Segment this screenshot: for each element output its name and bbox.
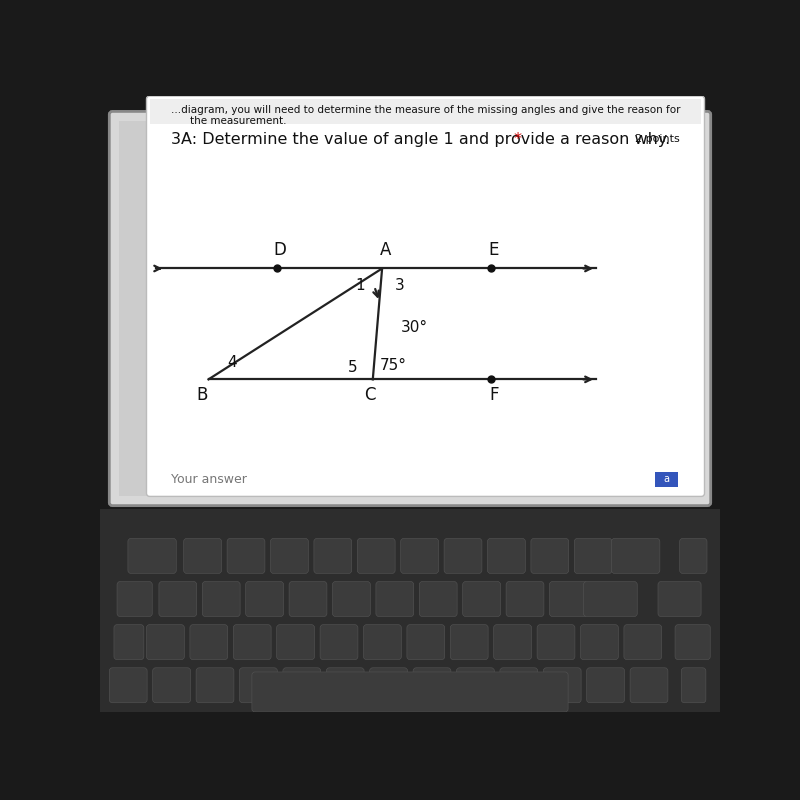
FancyBboxPatch shape (110, 668, 147, 702)
Bar (150, 99, 702, 124)
FancyBboxPatch shape (333, 582, 370, 617)
FancyBboxPatch shape (581, 625, 618, 660)
FancyBboxPatch shape (531, 538, 569, 574)
FancyBboxPatch shape (413, 668, 451, 702)
Text: ...diagram, you will need to determine the measure of the missing angles and giv: ...diagram, you will need to determine t… (170, 105, 680, 114)
FancyBboxPatch shape (506, 582, 544, 617)
FancyBboxPatch shape (202, 582, 240, 617)
FancyBboxPatch shape (376, 582, 414, 617)
FancyBboxPatch shape (234, 625, 271, 660)
FancyBboxPatch shape (277, 625, 314, 660)
FancyBboxPatch shape (239, 668, 278, 702)
FancyBboxPatch shape (196, 668, 234, 702)
Text: D: D (274, 241, 286, 259)
FancyBboxPatch shape (611, 538, 660, 574)
FancyBboxPatch shape (675, 625, 710, 660)
Text: the measurement.: the measurement. (190, 116, 286, 126)
Text: C: C (364, 386, 375, 404)
Text: 30°: 30° (401, 319, 428, 334)
Text: a: a (664, 474, 670, 484)
FancyBboxPatch shape (283, 668, 321, 702)
Text: 4: 4 (227, 354, 237, 370)
FancyBboxPatch shape (246, 582, 283, 617)
Text: 5: 5 (348, 359, 358, 374)
Text: *: * (510, 132, 522, 146)
FancyBboxPatch shape (407, 625, 445, 660)
FancyBboxPatch shape (543, 668, 581, 702)
FancyBboxPatch shape (114, 625, 144, 660)
FancyBboxPatch shape (487, 538, 526, 574)
FancyBboxPatch shape (370, 668, 407, 702)
FancyBboxPatch shape (289, 582, 327, 617)
FancyBboxPatch shape (574, 538, 612, 574)
FancyBboxPatch shape (624, 625, 662, 660)
FancyBboxPatch shape (117, 582, 152, 617)
Text: 2 points: 2 points (635, 134, 680, 144)
Text: Your answer: Your answer (171, 473, 247, 486)
FancyBboxPatch shape (450, 625, 488, 660)
FancyBboxPatch shape (550, 582, 587, 617)
FancyBboxPatch shape (630, 668, 668, 702)
Bar (100, 509, 720, 712)
FancyBboxPatch shape (227, 538, 265, 574)
Text: A: A (379, 241, 391, 259)
FancyBboxPatch shape (462, 582, 501, 617)
FancyBboxPatch shape (363, 625, 402, 660)
FancyBboxPatch shape (128, 538, 176, 574)
FancyBboxPatch shape (537, 625, 575, 660)
Text: 75°: 75° (380, 358, 407, 374)
FancyBboxPatch shape (252, 672, 568, 712)
FancyBboxPatch shape (146, 625, 184, 660)
Text: 1: 1 (355, 278, 366, 294)
FancyBboxPatch shape (110, 111, 710, 506)
FancyBboxPatch shape (190, 625, 228, 660)
FancyBboxPatch shape (680, 538, 707, 574)
Text: F: F (489, 386, 498, 404)
FancyBboxPatch shape (682, 668, 706, 702)
FancyBboxPatch shape (153, 668, 190, 702)
Text: 3A: Determine the value of angle 1 and provide a reason why.: 3A: Determine the value of angle 1 and p… (171, 132, 670, 146)
FancyBboxPatch shape (419, 582, 457, 617)
Text: B: B (197, 386, 208, 404)
FancyBboxPatch shape (658, 582, 701, 617)
FancyBboxPatch shape (401, 538, 438, 574)
FancyBboxPatch shape (500, 668, 538, 702)
FancyBboxPatch shape (184, 538, 222, 574)
FancyBboxPatch shape (146, 96, 705, 496)
Text: E: E (489, 241, 499, 259)
FancyBboxPatch shape (586, 668, 625, 702)
FancyBboxPatch shape (583, 582, 638, 617)
FancyBboxPatch shape (457, 668, 494, 702)
Bar (118, 121, 702, 496)
FancyBboxPatch shape (326, 668, 364, 702)
Text: 3: 3 (394, 278, 404, 294)
FancyBboxPatch shape (320, 625, 358, 660)
FancyBboxPatch shape (270, 538, 308, 574)
FancyBboxPatch shape (444, 538, 482, 574)
FancyBboxPatch shape (314, 538, 352, 574)
FancyBboxPatch shape (358, 538, 395, 574)
FancyBboxPatch shape (159, 582, 197, 617)
FancyBboxPatch shape (494, 625, 531, 660)
Bar (655, 472, 678, 487)
